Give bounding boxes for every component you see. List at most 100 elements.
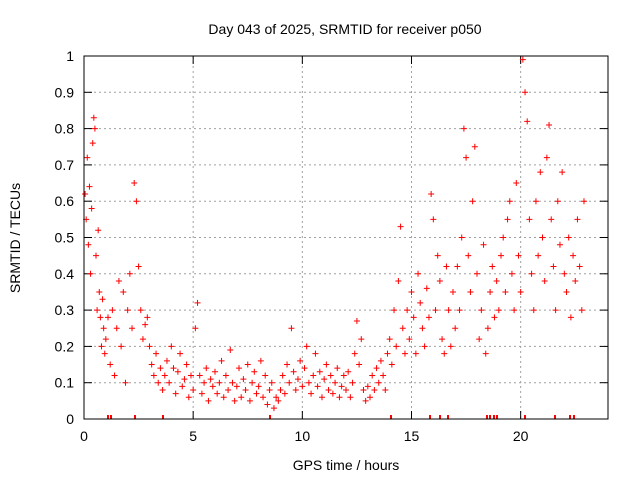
- data-point: [347, 394, 354, 401]
- data-point: [196, 372, 203, 379]
- data-point: [225, 386, 232, 393]
- data-point: [218, 357, 225, 364]
- data-point: [194, 299, 201, 306]
- data-point: [367, 394, 374, 401]
- data-point: [334, 365, 341, 372]
- data-point: [506, 198, 513, 205]
- data-point: [404, 307, 411, 314]
- data-point: [474, 270, 480, 277]
- data-point: [131, 180, 138, 187]
- x-axis-label: GPS time / hours: [293, 457, 400, 473]
- data-point: [299, 383, 306, 390]
- data-point: [338, 383, 345, 390]
- data-point: [105, 314, 112, 321]
- data-point: [209, 383, 216, 390]
- data-point: [244, 361, 251, 368]
- data-point: [98, 343, 105, 350]
- data-point: [159, 386, 166, 393]
- data-point: [535, 252, 542, 259]
- data-point: [495, 307, 502, 314]
- data-point: [179, 383, 186, 390]
- data-point: [393, 343, 400, 350]
- data-point: [452, 325, 459, 332]
- data-point: [528, 270, 535, 277]
- data-points: [82, 56, 587, 412]
- data-point: [290, 368, 297, 375]
- data-point: [262, 372, 269, 379]
- data-point: [181, 376, 188, 383]
- data-point: [364, 383, 371, 390]
- data-point: [84, 154, 91, 161]
- data-point: [222, 372, 229, 379]
- data-point: [559, 169, 566, 176]
- data-point: [388, 361, 395, 368]
- data-point: [264, 401, 271, 408]
- data-point: [458, 234, 465, 241]
- data-point: [550, 263, 557, 270]
- data-point: [556, 241, 563, 248]
- y-tick-label: 0.2: [55, 338, 75, 354]
- data-point: [240, 376, 247, 383]
- data-point: [163, 357, 170, 364]
- data-point: [212, 368, 218, 375]
- data-point: [270, 405, 277, 412]
- data-point: [124, 307, 131, 314]
- data-point: [399, 325, 406, 332]
- data-point: [301, 365, 308, 372]
- data-point: [99, 296, 106, 303]
- data-point: [216, 379, 223, 386]
- data-point: [351, 350, 358, 357]
- data-point: [177, 350, 184, 357]
- data-point: [439, 336, 446, 343]
- y-axis-label: SRMTID / TECUs: [7, 183, 23, 293]
- data-point: [242, 386, 249, 393]
- data-point: [166, 379, 173, 386]
- data-point: [447, 343, 454, 350]
- data-point: [552, 307, 559, 314]
- data-point: [353, 317, 360, 324]
- data-point: [434, 252, 441, 259]
- data-point: [268, 379, 275, 386]
- data-point: [316, 368, 323, 375]
- data-point: [305, 379, 312, 386]
- data-point: [578, 307, 585, 314]
- data-point: [273, 394, 280, 401]
- data-point: [192, 325, 199, 332]
- y-tick-label: 1: [66, 48, 74, 64]
- data-point: [487, 288, 494, 295]
- data-point: [327, 372, 334, 379]
- data-point: [441, 350, 448, 357]
- y-tick-label: 0.9: [55, 84, 75, 100]
- data-point: [526, 216, 533, 223]
- data-point: [246, 397, 253, 404]
- y-tick-labels: 0 0.1 0.2 0.3 0.4 0.5 0.6 0.7 0.8 0.9 1: [55, 48, 75, 427]
- data-point: [498, 252, 505, 259]
- data-point: [203, 365, 210, 372]
- x-tick-label: 0: [80, 428, 88, 444]
- data-point: [174, 368, 181, 375]
- data-point: [279, 372, 286, 379]
- data-point: [360, 386, 367, 393]
- data-point: [476, 336, 483, 343]
- data-point: [122, 379, 129, 386]
- data-point: [286, 379, 293, 386]
- data-point: [576, 263, 583, 270]
- data-point: [323, 361, 330, 368]
- data-point: [436, 278, 443, 285]
- data-point: [260, 394, 267, 401]
- data-point: [236, 365, 243, 372]
- data-point: [86, 183, 93, 190]
- data-point: [522, 89, 529, 96]
- data-point: [325, 386, 332, 393]
- data-point: [288, 325, 295, 332]
- data-point: [377, 357, 384, 364]
- data-point: [530, 307, 537, 314]
- data-point: [214, 390, 221, 397]
- data-point: [428, 190, 435, 197]
- data-point: [502, 288, 509, 295]
- data-point: [386, 336, 393, 343]
- data-point: [358, 336, 365, 343]
- data-point: [519, 56, 526, 63]
- data-point: [120, 288, 127, 295]
- data-point: [356, 361, 363, 368]
